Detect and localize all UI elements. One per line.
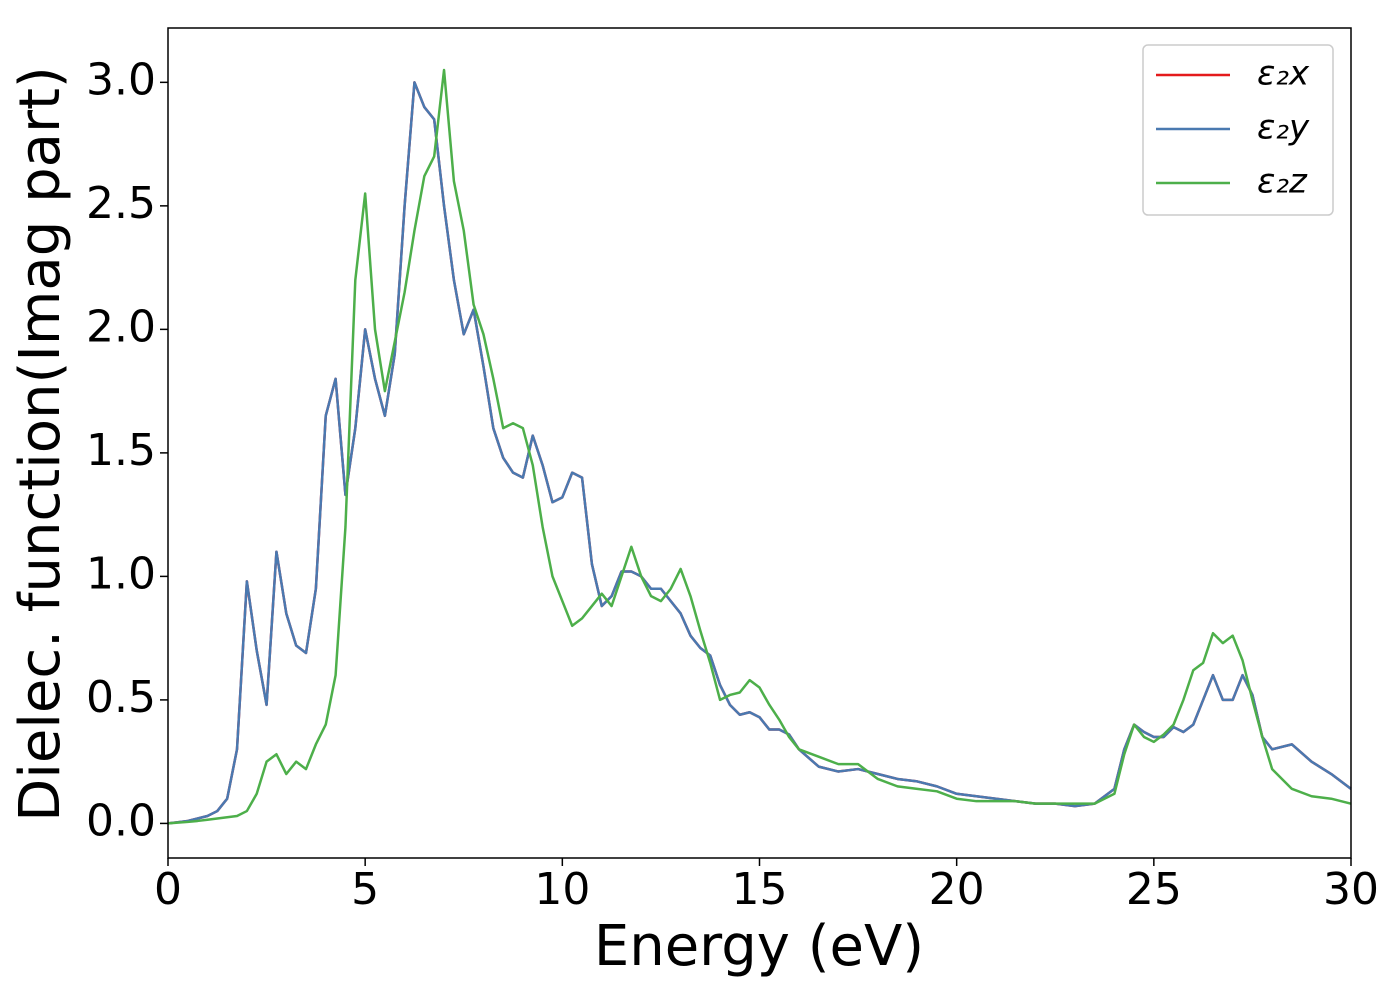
y-tick-label: 2.0 [86,301,156,352]
y-tick-label: 0.5 [86,672,156,723]
x-axis-label: Energy (eV) [594,914,924,979]
x-tick-label: 15 [732,864,788,915]
x-tick-label: 25 [1126,864,1182,915]
x-tick-label: 20 [929,864,985,915]
series-line [167,81,1352,825]
legend-box [1142,44,1334,216]
plot-frame [167,27,1352,859]
legend-label: ε₂y [1257,108,1310,148]
x-tick-label: 0 [154,864,182,915]
y-tick-label: 0.0 [86,795,156,846]
legend-label: ε₂z [1257,162,1308,202]
y-axis-label: Dielec. function(Imag part) [8,66,73,822]
x-tick-label: 10 [534,864,590,915]
y-tick-label: 3.0 [86,54,156,105]
y-tick-label: 1.0 [86,548,156,599]
y-tick-label: 1.5 [86,425,156,476]
x-tick-label: 5 [351,864,379,915]
y-tick-label: 2.5 [86,178,156,229]
legend-label: ε₂x [1257,54,1310,94]
series-line [167,68,1352,825]
x-tick-label: 30 [1323,864,1379,915]
